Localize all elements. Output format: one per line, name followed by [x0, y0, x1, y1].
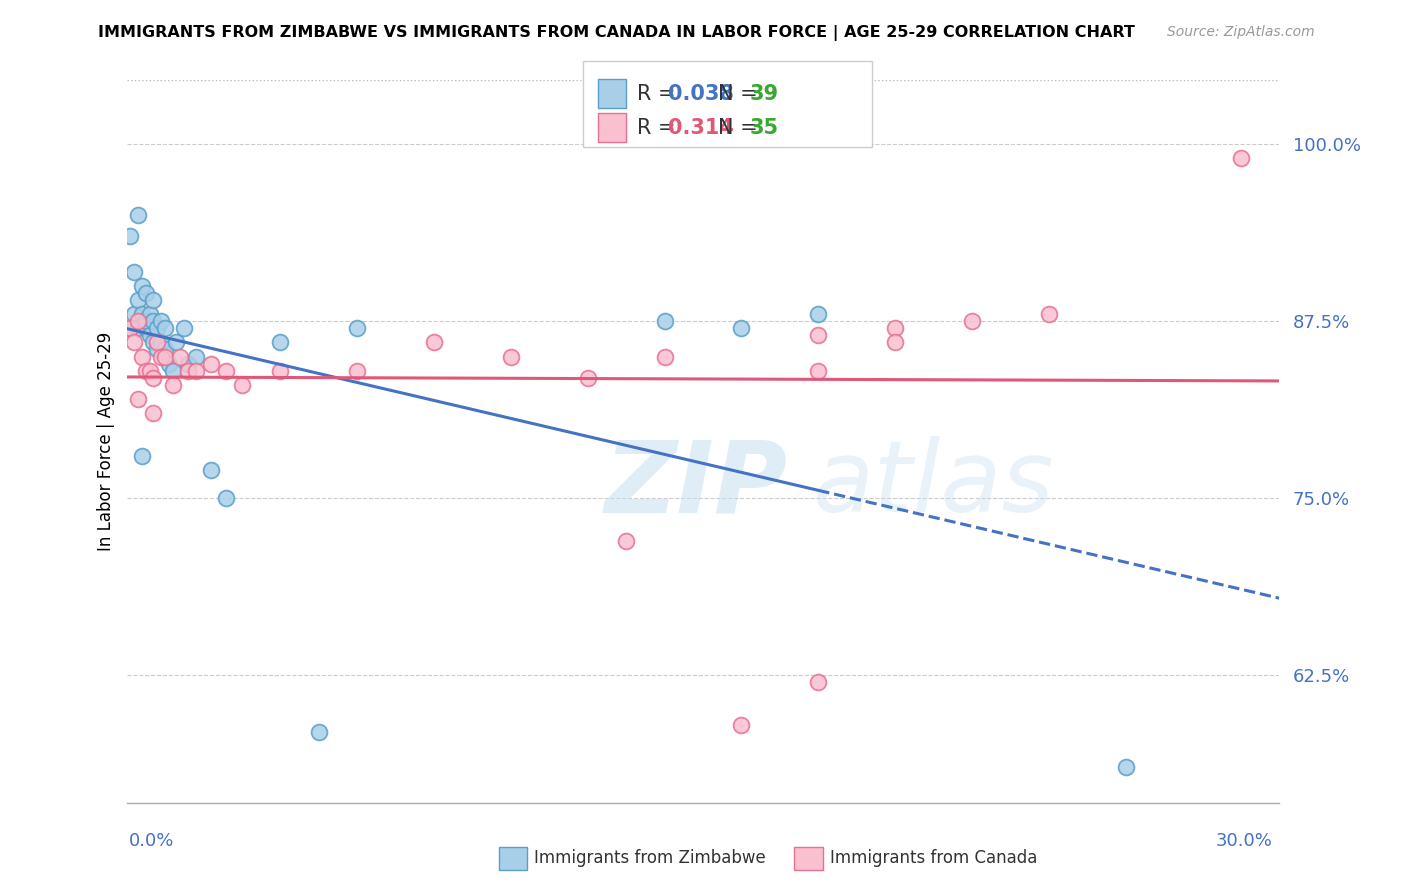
Point [135, 285, 157, 300]
Text: 0.314: 0.314 [668, 118, 734, 137]
Point [131, 350, 153, 364]
Point [1115, 760, 1137, 774]
Text: R =: R = [637, 118, 682, 137]
Point [135, 364, 157, 378]
Point [131, 449, 153, 463]
Point [215, 491, 238, 506]
Point [200, 357, 222, 371]
Point [654, 350, 676, 364]
Point [1038, 307, 1060, 321]
Text: atlas: atlas [813, 436, 1054, 533]
Point [423, 335, 446, 350]
Point [177, 364, 200, 378]
Point [146, 321, 169, 335]
Point [269, 364, 291, 378]
Point [162, 377, 184, 392]
Point [131, 278, 153, 293]
Text: ZIP: ZIP [605, 436, 787, 533]
Point [153, 350, 176, 364]
Point [146, 335, 169, 350]
Point [166, 335, 188, 350]
Text: Immigrants from Zimbabwe: Immigrants from Zimbabwe [534, 849, 766, 867]
Point [153, 321, 176, 335]
Text: Immigrants from Canada: Immigrants from Canada [830, 849, 1036, 867]
Point [169, 350, 191, 364]
Point [308, 725, 330, 739]
Point [184, 364, 207, 378]
Point [138, 328, 160, 343]
Point [215, 364, 238, 378]
Point [142, 293, 165, 307]
Point [730, 321, 752, 335]
Point [654, 314, 676, 328]
Point [120, 321, 142, 335]
Point [122, 264, 145, 278]
Point [120, 229, 142, 244]
Point [884, 321, 907, 335]
Point [730, 718, 752, 732]
Point [122, 335, 145, 350]
Point [807, 328, 830, 343]
Point [142, 314, 165, 328]
Point [127, 392, 149, 406]
Point [177, 357, 200, 371]
Point [122, 307, 145, 321]
Point [120, 321, 142, 335]
Text: N =: N = [718, 118, 765, 137]
Point [146, 343, 169, 357]
Point [173, 321, 195, 335]
Text: 0.038: 0.038 [668, 84, 734, 103]
Point [138, 307, 160, 321]
Text: 39: 39 [749, 84, 779, 103]
Point [157, 357, 180, 371]
Point [150, 350, 173, 364]
Point [499, 350, 522, 364]
Point [150, 335, 173, 350]
Text: IMMIGRANTS FROM ZIMBABWE VS IMMIGRANTS FROM CANADA IN LABOR FORCE | AGE 25-29 CO: IMMIGRANTS FROM ZIMBABWE VS IMMIGRANTS F… [98, 25, 1135, 41]
Point [1230, 151, 1253, 165]
Point [150, 314, 173, 328]
Point [576, 371, 599, 385]
Point [807, 307, 830, 321]
Text: Source: ZipAtlas.com: Source: ZipAtlas.com [1167, 25, 1315, 39]
Point [127, 208, 149, 222]
Y-axis label: In Labor Force | Age 25-29: In Labor Force | Age 25-29 [97, 332, 115, 551]
Point [231, 377, 253, 392]
Point [614, 533, 637, 548]
Point [142, 335, 165, 350]
Point [138, 364, 160, 378]
Point [807, 364, 830, 378]
Point [127, 293, 149, 307]
Text: R =: R = [637, 84, 682, 103]
Point [127, 314, 149, 328]
Point [135, 321, 157, 335]
Text: N =: N = [718, 84, 765, 103]
Point [142, 406, 165, 420]
Point [269, 335, 291, 350]
Point [142, 371, 165, 385]
Point [807, 675, 830, 690]
Point [127, 321, 149, 335]
Point [162, 364, 184, 378]
Point [135, 314, 157, 328]
Point [153, 343, 176, 357]
Text: 35: 35 [749, 118, 779, 137]
Point [960, 314, 983, 328]
Point [184, 350, 207, 364]
Point [346, 321, 368, 335]
Point [200, 463, 222, 477]
Point [884, 335, 907, 350]
Text: 0.0%: 0.0% [129, 832, 174, 850]
Point [346, 364, 368, 378]
Point [131, 307, 153, 321]
Text: 30.0%: 30.0% [1216, 832, 1272, 850]
